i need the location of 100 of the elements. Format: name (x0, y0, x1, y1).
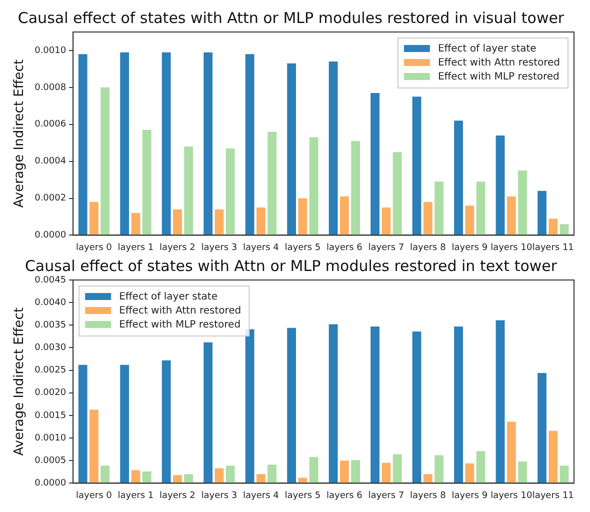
bar (328, 324, 338, 483)
bar (518, 170, 527, 235)
bar (214, 209, 224, 235)
bar (120, 364, 130, 483)
bar (423, 474, 432, 483)
legend-label: Effect with Attn restored (119, 306, 242, 317)
x-tick-label: layers 8 (410, 490, 446, 501)
x-tick-label: layers 0 (76, 242, 112, 253)
bar (142, 471, 152, 483)
y-tick-label: 0.0005 (34, 456, 66, 466)
legend-label: Effect with MLP restored (119, 320, 241, 331)
x-tick-label: layers 11 (532, 242, 574, 253)
bar (226, 148, 235, 235)
bar (268, 464, 277, 483)
bar (256, 474, 266, 483)
bar (538, 190, 546, 235)
bar (351, 140, 360, 235)
bar (328, 62, 338, 235)
y-tick-label: 0.0035 (34, 320, 66, 330)
bar (434, 182, 444, 235)
y-tick-label: 0.0020 (34, 388, 66, 398)
y-tick-label: 0.0006 (34, 120, 66, 130)
bar (560, 224, 569, 235)
bar (434, 455, 444, 483)
bar (287, 328, 296, 483)
bar (454, 326, 463, 483)
bar (309, 137, 318, 235)
bar (100, 466, 110, 483)
bar (162, 52, 171, 235)
bar (256, 207, 266, 235)
x-tick-label: layers 4 (243, 242, 280, 253)
bar (476, 182, 486, 235)
bar (412, 96, 422, 235)
legend-label: Effect with Attn restored (438, 58, 560, 69)
x-tick-label: layers 8 (410, 242, 446, 253)
bar (506, 422, 516, 483)
x-tick-label: layers 3 (201, 490, 238, 501)
bar (351, 460, 360, 483)
chart-title: Causal effect of states with Attn or MLP modules restored in visual tower (18, 8, 565, 27)
y-tick-label: 0.0000 (34, 230, 66, 241)
bar (78, 54, 88, 235)
bar (268, 132, 277, 235)
bar (538, 373, 546, 483)
bar (340, 196, 349, 235)
bar (423, 202, 432, 235)
y-tick-label: 0.0004 (34, 156, 66, 167)
y-tick-label: 0.0025 (34, 366, 66, 376)
bar (142, 130, 152, 235)
bar (496, 320, 505, 483)
bar (100, 87, 110, 235)
legend-label: Effect with MLP restored (438, 72, 560, 83)
bar (560, 466, 569, 483)
legend-label: Effect of layer state (119, 292, 218, 303)
bar (548, 218, 558, 235)
bar (90, 202, 98, 235)
x-tick-label: layers 6 (326, 242, 363, 253)
x-tick-label: layers 2 (160, 242, 196, 253)
bar (214, 468, 224, 483)
bar (518, 462, 527, 483)
bar (245, 329, 254, 483)
bar (382, 462, 391, 483)
y-tick-label: 0.0002 (34, 194, 66, 204)
bar (90, 410, 98, 483)
y-tick-label: 0.0008 (34, 82, 66, 93)
bar (204, 342, 213, 483)
x-tick-label: layers 6 (326, 490, 363, 501)
bar (78, 364, 88, 483)
chart-title: Causal effect of states with Attn or MLP modules restored in text tower (24, 256, 558, 275)
bar (184, 474, 194, 483)
x-tick-label: layers 5 (284, 490, 321, 501)
bar (465, 463, 474, 483)
x-tick-label: layers 4 (243, 490, 280, 501)
bar (162, 360, 171, 483)
bar (172, 475, 182, 483)
y-tick-label: 0.0040 (34, 298, 66, 308)
y-tick-label: 0.0030 (34, 343, 66, 354)
x-tick-label: layers 10 (490, 242, 532, 253)
x-tick-label: layers 7 (368, 490, 404, 501)
bar (298, 478, 308, 483)
legend-label: Effect of layer state (438, 44, 536, 55)
bar (454, 120, 463, 235)
bar (412, 331, 422, 483)
y-tick-label: 0.0015 (34, 410, 66, 421)
x-tick-label: layers 1 (118, 242, 154, 253)
bar (392, 454, 402, 483)
bar (340, 460, 349, 483)
bar (465, 206, 474, 235)
bar (496, 135, 505, 235)
y-axis-title: Average Indirect Effect (12, 59, 28, 208)
x-tick-label: layers 9 (452, 490, 488, 501)
x-tick-label: layers 10 (490, 490, 532, 501)
bar (370, 92, 380, 235)
x-tick-label: layers 9 (452, 242, 488, 253)
bar (120, 52, 130, 235)
bar (226, 466, 235, 483)
bar (131, 213, 140, 235)
x-tick-label: layers 0 (76, 490, 112, 501)
bar (204, 52, 213, 235)
x-tick-label: layers 11 (532, 490, 574, 501)
y-tick-label: 0.0000 (34, 478, 66, 489)
